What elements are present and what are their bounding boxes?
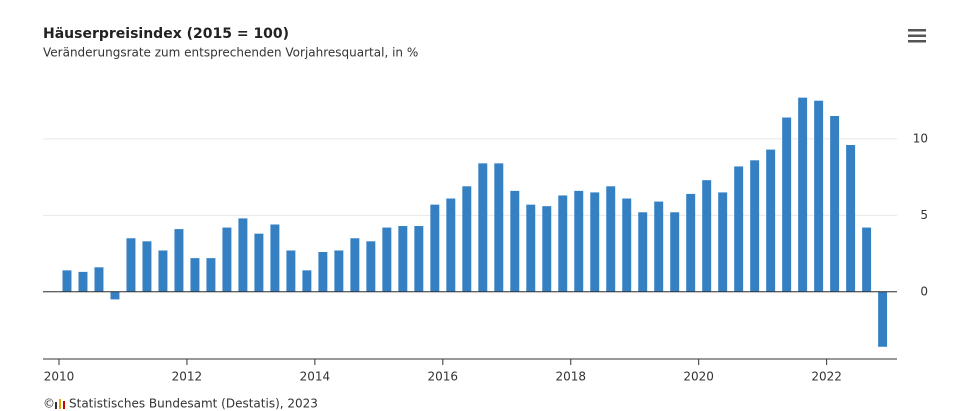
bar <box>478 163 488 292</box>
bar <box>750 160 760 292</box>
chart-subtitle: Veränderungsrate zum entsprechenden Vorj… <box>43 46 418 60</box>
chart-title: Häuserpreisindex (2015 = 100) <box>43 26 289 42</box>
bar <box>110 291 120 300</box>
y-tick-label: 5 <box>920 208 928 222</box>
bar <box>558 195 568 292</box>
bar <box>670 212 680 292</box>
bar <box>830 115 840 292</box>
bar <box>190 258 200 292</box>
bar <box>222 227 232 292</box>
bar <box>862 227 872 292</box>
x-tick-label: 2010 <box>44 370 75 384</box>
bar <box>542 206 552 292</box>
bar <box>238 218 248 292</box>
bar <box>494 163 504 292</box>
bar <box>174 229 184 292</box>
bar <box>798 97 808 292</box>
x-tick-label: 2018 <box>555 370 586 384</box>
bar <box>846 145 856 292</box>
bar <box>622 198 632 292</box>
logo <box>55 399 65 409</box>
bar <box>350 238 360 292</box>
bar <box>734 166 744 292</box>
source: Statistisches Bundesamt (Destatis), 2023 <box>69 397 318 411</box>
bar <box>334 250 344 292</box>
bar <box>878 291 888 347</box>
bar <box>590 192 600 292</box>
bar <box>510 190 520 292</box>
bar <box>702 180 712 292</box>
menu-bar <box>908 34 926 37</box>
bar <box>62 270 72 292</box>
bar <box>158 250 168 292</box>
bar <box>142 241 152 292</box>
bar <box>606 186 616 292</box>
bar <box>718 192 728 292</box>
bar <box>414 226 424 292</box>
bar <box>446 198 456 292</box>
x-tick-label: 2020 <box>683 370 714 384</box>
copyright: © <box>43 397 55 411</box>
logo-bar <box>55 402 57 409</box>
y-tick-label: 0 <box>920 284 928 298</box>
menu-bar <box>908 40 926 43</box>
bar <box>814 100 824 292</box>
bar <box>302 270 312 292</box>
bar <box>126 238 136 292</box>
bar <box>654 201 664 292</box>
bar <box>366 241 376 292</box>
bar <box>766 149 776 292</box>
bar <box>686 193 696 292</box>
bar <box>94 267 104 292</box>
bar <box>254 233 264 292</box>
bar <box>462 186 472 292</box>
bar <box>78 271 88 292</box>
logo-bar <box>63 401 65 409</box>
bar <box>430 204 440 292</box>
y-tick-label: 10 <box>913 131 928 145</box>
bar <box>382 227 392 292</box>
bar <box>206 258 216 292</box>
x-tick-label: 2016 <box>428 370 459 384</box>
menu-bar <box>908 29 926 32</box>
bar <box>398 226 408 292</box>
bar <box>638 212 648 292</box>
bar <box>270 224 280 292</box>
menu-button[interactable] <box>908 29 926 43</box>
x-tick-label: 2022 <box>811 370 842 384</box>
x-tick-label: 2014 <box>300 370 331 384</box>
bar <box>782 117 792 292</box>
bar <box>574 190 584 292</box>
logo-bar <box>59 399 61 409</box>
bar <box>286 250 296 292</box>
x-tick-label: 2012 <box>172 370 203 384</box>
bar <box>526 204 536 292</box>
bar <box>318 252 328 292</box>
